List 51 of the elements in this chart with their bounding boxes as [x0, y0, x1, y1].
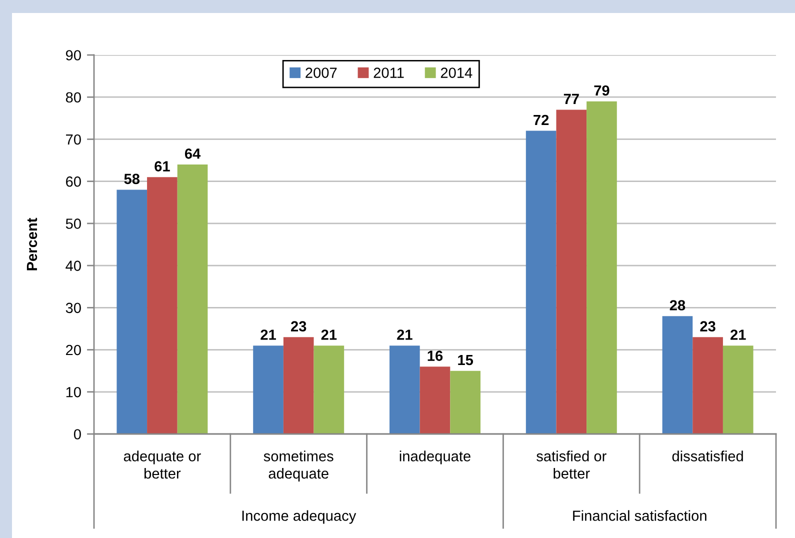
y-tick-label: 0 — [74, 429, 81, 440]
y-tick-label: 80 — [66, 92, 81, 103]
text: Financial satisfaction — [573, 510, 706, 521]
x-tick-label: dissatisfied — [672, 450, 743, 462]
bar — [283, 337, 314, 434]
y-tick-label: 20 — [66, 344, 81, 356]
x-tick-label: sometimes adequate — [264, 450, 334, 482]
x-tick-label: satisfied or better — [536, 450, 606, 479]
bar — [314, 346, 344, 434]
y-tick-label: 10 — [66, 386, 81, 398]
data-label: 15 — [458, 354, 474, 366]
bar — [116, 190, 148, 434]
bar — [177, 164, 208, 434]
y-tick-label: 50 — [66, 218, 81, 229]
data-label: 21 — [321, 330, 337, 340]
data-label: 16 — [428, 350, 443, 361]
data-label: 23 — [700, 321, 716, 332]
bar — [722, 346, 754, 434]
data-label: 23 — [290, 321, 306, 332]
legend-label: 2011 — [374, 68, 404, 78]
y-tick-label: 40 — [66, 260, 81, 271]
y-tick-label: 70 — [66, 134, 81, 145]
data-label: 61 — [154, 161, 170, 172]
text: Income adequacy — [242, 510, 356, 524]
x-tick-label: adequate or better — [124, 450, 201, 479]
y-tick-label: 60 — [66, 176, 81, 187]
bar — [390, 346, 420, 434]
data-label: 58 — [124, 174, 140, 184]
bar — [420, 366, 450, 434]
data-label: 21 — [397, 330, 412, 340]
data-label: 28 — [670, 300, 686, 310]
bar — [526, 130, 556, 434]
bar — [586, 101, 617, 434]
y-axis-title: Percent — [26, 218, 38, 270]
data-label: 72 — [534, 114, 549, 125]
data-label: 21 — [260, 330, 276, 340]
legend-label: 2014 — [440, 68, 472, 78]
bar — [556, 110, 587, 434]
y-tick-label: 30 — [66, 302, 81, 314]
y-tick-label: 90 — [66, 50, 81, 60]
bar — [450, 370, 480, 434]
bar — [147, 177, 178, 434]
bar — [692, 337, 723, 434]
x-tick-label: inadequate — [400, 450, 470, 464]
bar — [662, 316, 693, 434]
data-label: 21 — [730, 330, 746, 340]
legend-label: 2007 — [306, 68, 337, 78]
data-label: 79 — [594, 85, 610, 96]
data-label: 64 — [184, 148, 201, 159]
bar — [253, 346, 284, 434]
data-label: 77 — [564, 94, 579, 104]
